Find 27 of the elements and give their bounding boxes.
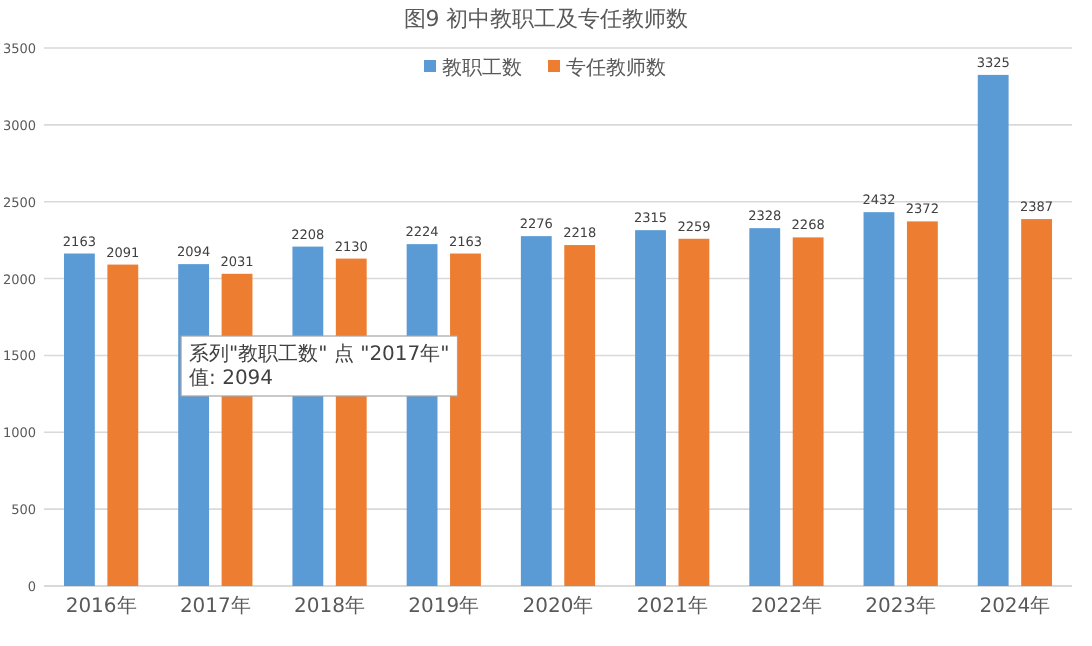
legend-label: 教职工数 <box>442 58 522 80</box>
x-tick-label: 2019年 <box>408 594 480 618</box>
bar <box>749 228 781 586</box>
tooltip: 系列"教职工数" 点 "2017年" 值: 2094 <box>180 335 459 397</box>
bar <box>107 264 139 586</box>
bar <box>792 237 824 586</box>
annotation: 系列"教职工数" 点 "2017年" 值: 2094 <box>189 342 450 390</box>
x-tick-label: 2022年 <box>750 594 822 618</box>
bar <box>863 212 895 586</box>
x-tick-label: 2017年 <box>179 594 251 618</box>
x-tick-label: 2021年 <box>636 594 708 618</box>
bar <box>906 221 938 586</box>
bar <box>450 253 481 586</box>
chart-title: 图9 初中教职工及专任教师数 <box>403 6 689 32</box>
bar <box>635 230 666 586</box>
x-tick-label: 2023年 <box>865 594 937 618</box>
bar <box>678 238 710 586</box>
legend-label: 专任教师数 <box>566 56 666 80</box>
bar <box>564 245 596 586</box>
bar <box>520 236 552 586</box>
x-tick-label: 2018年 <box>294 594 366 618</box>
x-tick-label: 2020年 <box>522 594 594 618</box>
bar <box>63 253 95 586</box>
x-tick-label: 2024年 <box>979 594 1051 618</box>
bar <box>977 74 1009 586</box>
bar <box>1021 219 1053 586</box>
x-tick-label: 2016年 <box>65 594 137 618</box>
